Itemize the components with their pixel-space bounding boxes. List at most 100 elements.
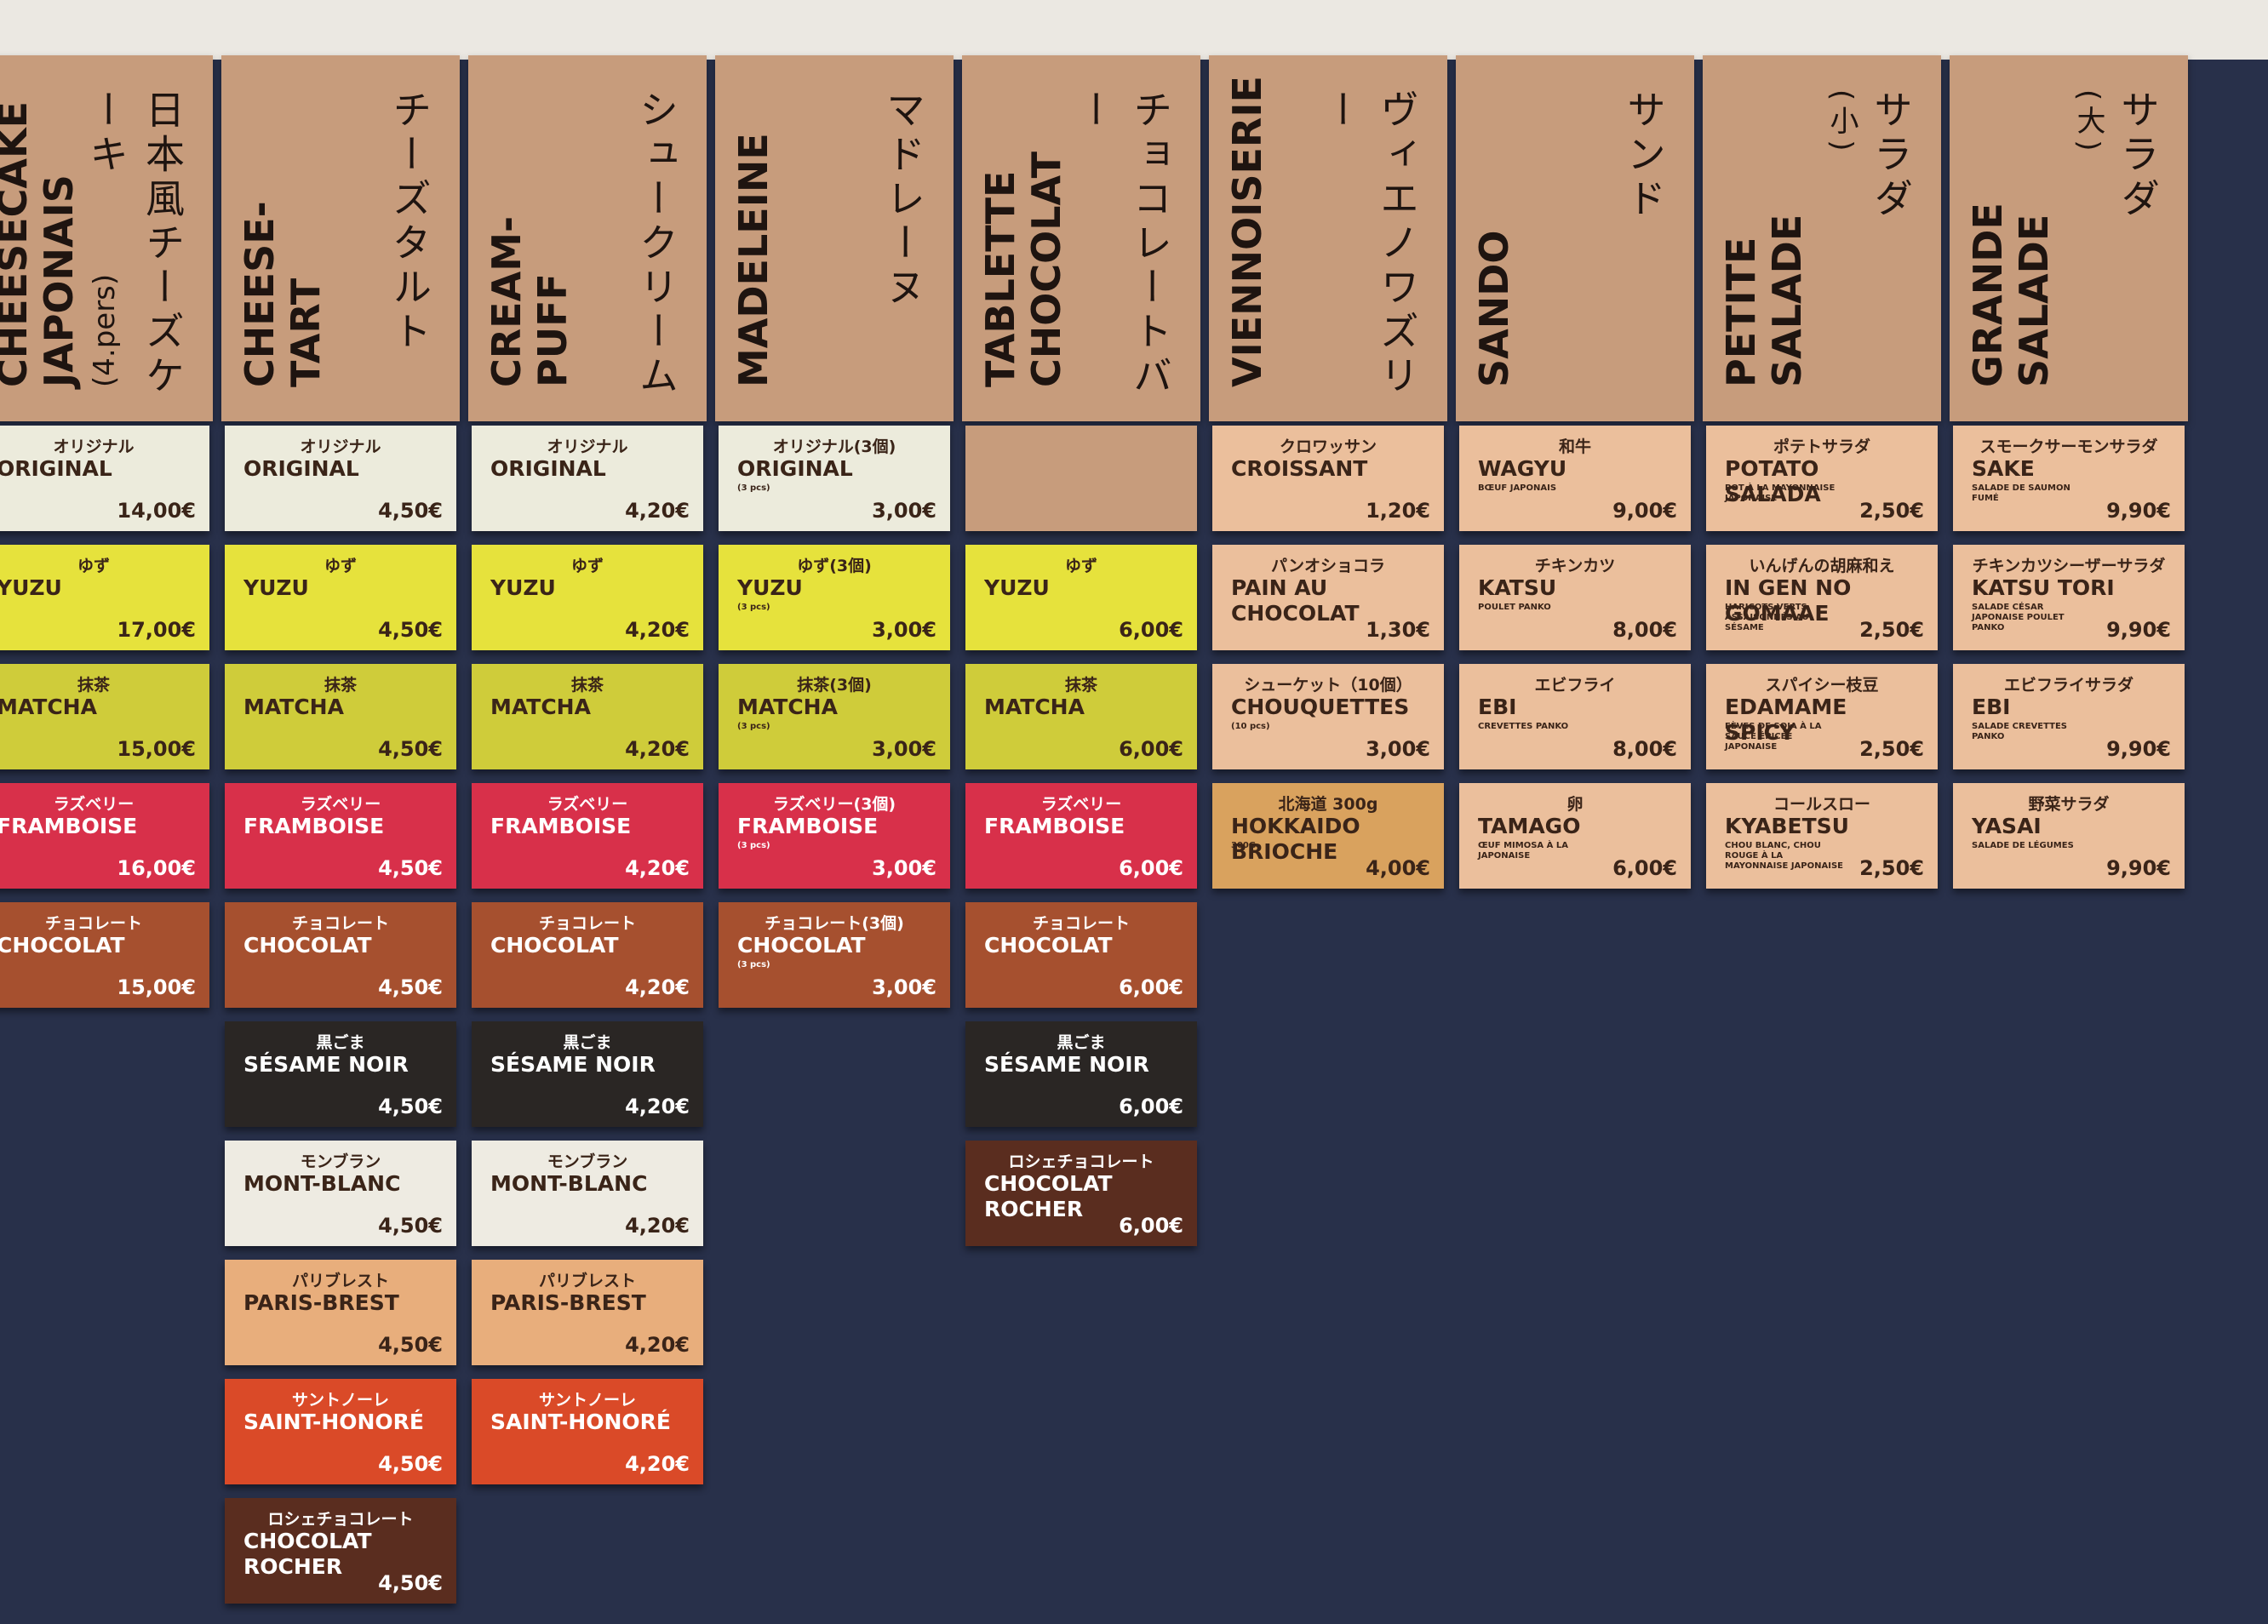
item-name: CHOCOLAT <box>984 933 1113 958</box>
item-name: YUZU <box>984 575 1050 600</box>
item-name: SÉSAME NOIR <box>490 1052 656 1077</box>
item-name: FRAMBOISE <box>490 814 632 838</box>
menu-tile: ラズベリー FRAMBOISE 4,50€ <box>225 783 456 889</box>
item-price: 4,50€ <box>378 618 443 642</box>
item-price: 15,00€ <box>117 737 196 761</box>
menu-tile: パリブレスト PARIS-BREST 4,20€ <box>472 1260 703 1365</box>
item-price: 1,20€ <box>1366 499 1430 523</box>
item-name-jp: ラズベリー(3個) <box>772 795 896 814</box>
item-name-jp: いんげんの胡麻和え <box>1749 557 1895 575</box>
header-title: GRANDE SALADE <box>1965 106 2057 387</box>
item-name: FRAMBOISE <box>737 814 879 838</box>
item-price: 6,00€ <box>1612 856 1677 880</box>
item-price: 4,20€ <box>625 975 690 999</box>
item-name: IN GEN NO GOMAAE <box>1725 575 1852 626</box>
item-name: MATCHA <box>243 695 344 719</box>
menu-tile: チキンカツシーザーサラダ KATSU TORI SALADE CÉSAR JAPON… <box>1953 545 2185 650</box>
item-price: 2,50€ <box>1859 737 1924 761</box>
item-name-jp: 卵 <box>1566 795 1584 814</box>
menu-tile: 卵 TAMAGO ŒUF MIMOSA À LA JAPONAISE 6,00€ <box>1459 783 1691 889</box>
header-title-text: CHEESECAKE JAPONAIS <box>0 100 82 387</box>
header-title: PETITE SALADE <box>1718 106 1810 387</box>
menu-tile: チョコレート CHOCOLAT 15,00€ <box>0 902 209 1008</box>
item-name-jp: コールスロー <box>1773 795 1870 814</box>
item-name: MATCHA <box>490 695 591 719</box>
menu-tile: コールスロー KYABETSU CHOU BLANC, CHOU ROUGE À L… <box>1706 783 1938 889</box>
item-note: BŒUF JAPONAIS <box>1478 483 1557 493</box>
menu-tile: ラズベリー(3個) FRAMBOISE (3 pcs) 3,00€ <box>719 783 950 889</box>
item-name-jp: ロシェチョコレート <box>1008 1152 1154 1171</box>
item-name: SÉSAME NOIR <box>984 1052 1149 1077</box>
item-name: WAGYU <box>1478 456 1567 481</box>
menu-tile: 和牛 WAGYU BŒUF JAPONAIS 9,00€ <box>1459 426 1691 531</box>
item-note: 300G <box>1231 841 1257 850</box>
menu-tile: 野菜サラダ YASAI SALADE DE LÉGUMES 9,90€ <box>1953 783 2185 889</box>
item-note: FÈVES DE SOJA À LA SAUCE ÉPICÉE JAPONAIS… <box>1725 722 1822 752</box>
item-name: MATCHA <box>737 695 838 719</box>
item-price: 4,50€ <box>378 1333 443 1357</box>
item-name-jp: ラズベリー <box>547 795 628 814</box>
header-title: SANDO <box>1471 106 1517 387</box>
item-name: MATCHA <box>984 695 1085 719</box>
item-price: 4,20€ <box>625 618 690 642</box>
item-name-jp: モンブラン <box>300 1152 381 1171</box>
column-header: PETITE SALADE サラダ (小) <box>1703 55 1941 421</box>
item-note: POULET PANKO <box>1478 603 1551 612</box>
item-name-jp: スパイシー枝豆 <box>1765 676 1879 695</box>
item-name-jp: オリジナル <box>53 437 135 456</box>
item-name-jp: 黒ごま <box>563 1033 612 1052</box>
item-price: 15,00€ <box>117 975 196 999</box>
item-name: ORIGINAL <box>490 456 606 481</box>
item-name-jp: ゆず <box>570 557 604 575</box>
menu-tile: チョコレート CHOCOLAT 4,20€ <box>472 902 703 1008</box>
item-note: (3 pcs) <box>737 722 770 731</box>
column-header: VIENNOISERIE ヴィエノワズリー <box>1209 55 1447 421</box>
item-price: 3,00€ <box>1366 737 1430 761</box>
item-name-jp: サントノーレ <box>291 1391 389 1410</box>
item-price: 3,00€ <box>872 618 936 642</box>
item-name-jp: クロワッサン <box>1279 437 1377 456</box>
item-name-jp: スモークサーモンサラダ <box>1979 437 2158 456</box>
item-price: 2,50€ <box>1859 856 1924 880</box>
item-name-jp: ゆず <box>324 557 357 575</box>
item-price: 6,00€ <box>1119 975 1183 999</box>
menu-tile: ロシェチョコレート CHOCOLAT ROCHER 4,50€ <box>225 1498 456 1604</box>
menu-tile: ゆず YUZU 4,20€ <box>472 545 703 650</box>
item-price: 4,50€ <box>378 499 443 523</box>
menu-tile: ゆず YUZU 17,00€ <box>0 545 209 650</box>
menu-tile: サントノーレ SAINT-HONORÉ 4,20€ <box>472 1379 703 1484</box>
item-name: SÉSAME NOIR <box>243 1052 409 1077</box>
item-price: 3,00€ <box>872 975 936 999</box>
item-price: 9,90€ <box>2106 856 2171 880</box>
item-name: ORIGINAL <box>243 456 359 481</box>
item-name: EDAMAME SPICY <box>1725 695 1847 745</box>
header-title-jp: ヴィエノワズリー <box>1318 89 1420 399</box>
menu-tile: スモークサーモンサラダ SAKE SALADE DE SAUMON FUMÉ 9,90… <box>1953 426 2185 531</box>
item-name-jp: チョコレート <box>1032 914 1130 933</box>
item-name: YUZU <box>0 575 62 600</box>
menu-tile: ゆず YUZU 4,50€ <box>225 545 456 650</box>
menu-tile: 抹茶 MATCHA 4,20€ <box>472 664 703 769</box>
item-note: SALADE DE SAUMON FUMÉ <box>1972 483 2070 503</box>
menu-tile: いんげんの胡麻和え IN GEN NO GOMAAE HARICOTS VERTS … <box>1706 545 1938 650</box>
header-title-text: GRANDE SALADE <box>1965 203 2057 387</box>
menu-tile: 北海道 300g HOKKAIDO BRIOCHE 300G 4,00€ <box>1212 783 1444 889</box>
menu-tile: 黒ごま SÉSAME NOIR 6,00€ <box>965 1021 1197 1127</box>
item-name-jp: ラズベリー <box>1040 795 1122 814</box>
item-name: YUZU <box>243 575 309 600</box>
item-price: 3,00€ <box>872 499 936 523</box>
item-name-jp: 和牛 <box>1558 437 1591 456</box>
item-note: SALADE CÉSAR JAPONAISE POULET PANKO <box>1972 603 2065 632</box>
column-header: CHEESE-TART チーズタルト <box>221 55 460 421</box>
header-title: VIENNOISERIE <box>1224 76 1270 387</box>
menu-tile: 黒ごま SÉSAME NOIR 4,20€ <box>472 1021 703 1127</box>
menu-tile: ロシェチョコレート CHOCOLAT ROCHER 6,00€ <box>965 1141 1197 1246</box>
item-price: 8,00€ <box>1612 618 1677 642</box>
item-price: 2,50€ <box>1859 618 1924 642</box>
item-name-jp: 黒ごま <box>316 1033 365 1052</box>
item-price: 4,20€ <box>625 499 690 523</box>
item-name-jp: チョコレート <box>538 914 636 933</box>
wall <box>0 0 2268 60</box>
item-price: 4,20€ <box>625 856 690 880</box>
item-name-jp: ポテトサラダ <box>1773 437 1870 456</box>
